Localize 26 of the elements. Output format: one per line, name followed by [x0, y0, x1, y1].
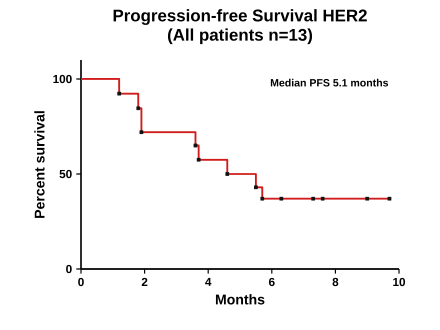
x-axis-title: Months	[216, 294, 264, 304]
x-tick-label: 6	[268, 278, 275, 286]
point	[117, 92, 122, 96]
point	[320, 196, 325, 201]
y-axis-title: Percent survival	[34, 111, 45, 218]
chart-title: Progression-free Survival HER2	[114, 9, 367, 25]
x-tick-label: 2	[142, 278, 148, 286]
x-tick-label: 8	[332, 278, 338, 286]
annotation: Median PFS 5.1 months	[270, 78, 388, 87]
x-tick-label: 10	[393, 278, 406, 286]
y-tick-label: 50	[60, 170, 72, 178]
x-tick-label: 0	[78, 278, 84, 286]
point	[140, 130, 144, 134]
chart-subtitle: (All patients n=13)	[168, 28, 312, 44]
point	[279, 196, 284, 201]
point	[225, 172, 230, 176]
point	[260, 196, 264, 201]
point	[388, 196, 392, 201]
x-tick-label: 4	[205, 278, 212, 286]
point	[196, 158, 201, 162]
point	[311, 196, 316, 201]
point	[365, 196, 370, 201]
y-tick-label: 0	[66, 264, 72, 274]
y-tick-label: 100	[53, 74, 72, 84]
point	[254, 185, 258, 190]
point	[194, 144, 198, 148]
